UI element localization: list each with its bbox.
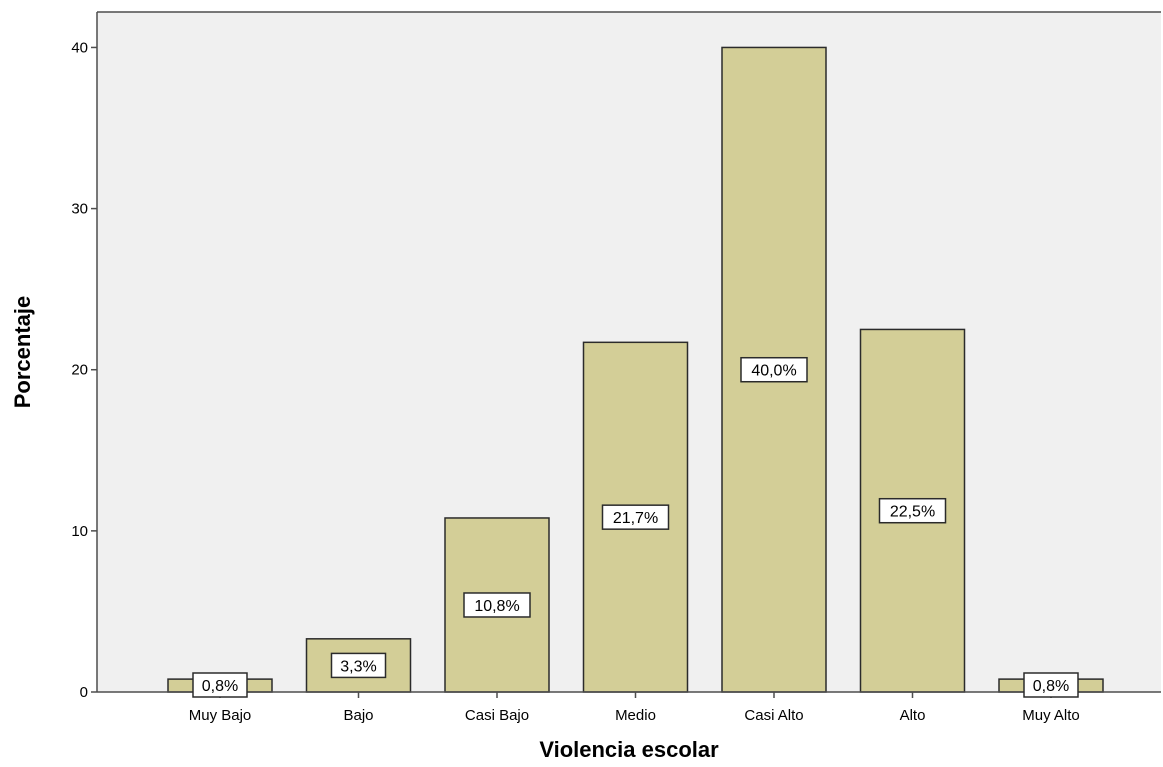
axes-group [96, 11, 1161, 693]
data-label: 22,5% [878, 497, 947, 524]
x-tick-label: Muy Alto [1022, 707, 1080, 724]
data-label-box [330, 652, 387, 679]
data-label: 0,8% [1023, 672, 1079, 698]
x-axis-title: Violencia escolar [539, 737, 719, 762]
data-label-text: 10,8% [474, 598, 519, 615]
data-label-text: 0,8% [1033, 678, 1069, 695]
y-axis-title: Porcentaje [10, 296, 35, 409]
data-label-text: 0,8% [202, 678, 238, 695]
x-tick-label: Medio [615, 707, 656, 724]
data-label-box [878, 497, 947, 524]
data-label-text: 40,0% [751, 363, 796, 380]
data-label-text: 22,5% [890, 504, 935, 521]
bars-group [167, 46, 1104, 693]
x-tick-label: Alto [900, 707, 926, 724]
x-tick-label: Casi Bajo [465, 707, 529, 724]
y-ticks-group: 0 10 20 30 40 [71, 39, 97, 701]
y-tick-label: 10 [71, 523, 88, 540]
data-label-box [601, 504, 670, 530]
data-label: 21,7% [601, 504, 670, 530]
data-label: 40,0% [740, 356, 808, 383]
data-label: 3,3% [330, 652, 387, 679]
data-label-box [740, 356, 808, 383]
data-labels-group: 0,8% 3,3% 10,8% 21,7% 40,0% 22,5% 0,8% [192, 356, 1079, 698]
data-label-box [1023, 672, 1079, 698]
data-label: 10,8% [463, 592, 531, 618]
data-label-text: 3,3% [340, 658, 376, 675]
y-tick-label: 0 [80, 684, 88, 701]
data-label: 0,8% [192, 672, 248, 698]
data-label-box [192, 672, 248, 698]
y-tick-label: 20 [71, 362, 88, 379]
y-tick-label: 40 [71, 39, 88, 56]
x-tick-label: Bajo [343, 707, 373, 724]
x-tick-label: Casi Alto [744, 707, 803, 724]
data-label-text: 21,7% [613, 510, 658, 527]
y-tick-label: 30 [71, 201, 88, 218]
x-tick-label: Muy Bajo [189, 707, 252, 724]
x-ticks-group: Muy Bajo Bajo Casi Bajo Medio Casi Alto Alto M… [189, 692, 1080, 724]
data-label-box [463, 592, 531, 618]
